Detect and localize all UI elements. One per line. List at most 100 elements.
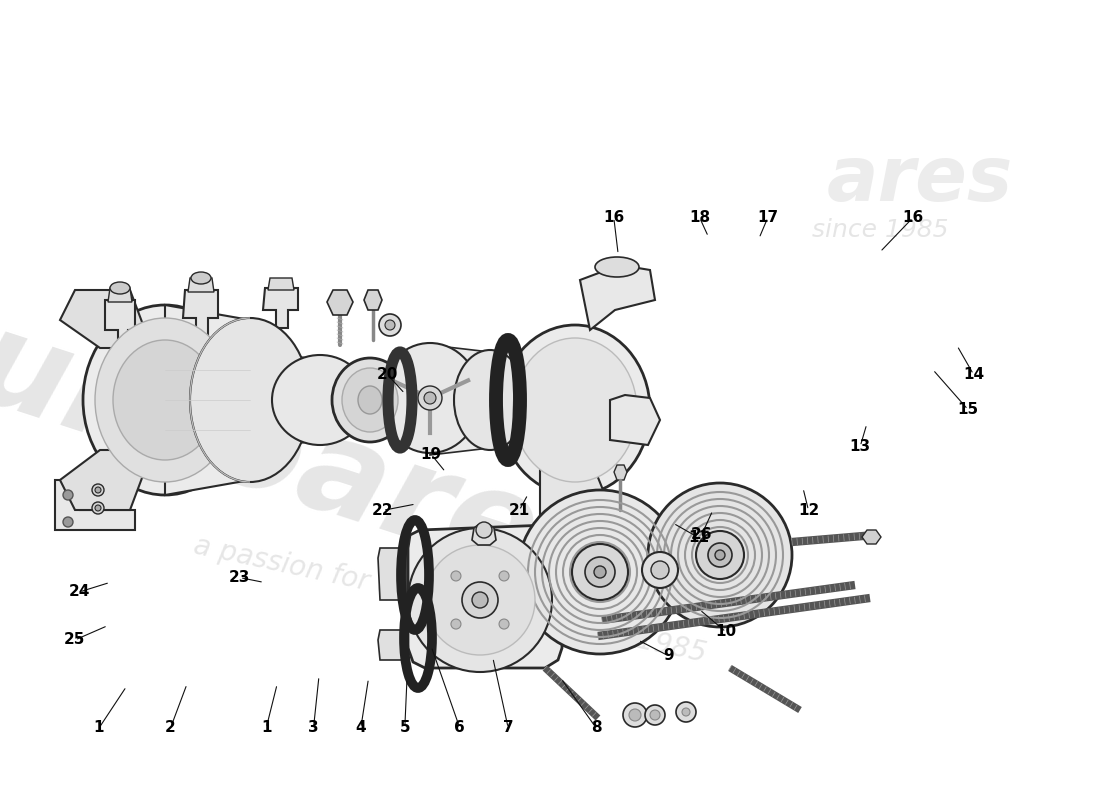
Text: 7: 7: [503, 721, 514, 735]
Polygon shape: [268, 278, 294, 290]
Circle shape: [451, 619, 461, 629]
Ellipse shape: [332, 358, 408, 442]
Ellipse shape: [500, 325, 650, 495]
Circle shape: [379, 314, 401, 336]
Ellipse shape: [191, 272, 211, 284]
Text: 5: 5: [399, 721, 410, 735]
Polygon shape: [540, 470, 605, 520]
Ellipse shape: [113, 340, 217, 460]
Circle shape: [715, 550, 725, 560]
Ellipse shape: [272, 355, 368, 445]
Circle shape: [651, 561, 669, 579]
Polygon shape: [378, 630, 406, 660]
Polygon shape: [250, 350, 320, 450]
Circle shape: [95, 487, 101, 493]
Polygon shape: [430, 345, 490, 455]
Circle shape: [408, 528, 552, 672]
Polygon shape: [472, 525, 496, 545]
Text: 24: 24: [68, 585, 90, 599]
Ellipse shape: [95, 318, 235, 482]
Polygon shape: [263, 288, 298, 328]
Circle shape: [650, 710, 660, 720]
Polygon shape: [378, 548, 406, 600]
Polygon shape: [60, 290, 145, 348]
Text: 20: 20: [376, 367, 398, 382]
Text: 17: 17: [757, 210, 779, 225]
Text: 12: 12: [798, 503, 820, 518]
Circle shape: [623, 703, 647, 727]
Polygon shape: [580, 265, 654, 330]
Text: a passion for quality parts since 1985: a passion for quality parts since 1985: [191, 532, 708, 668]
Polygon shape: [188, 278, 214, 292]
Circle shape: [92, 484, 104, 496]
Circle shape: [418, 386, 442, 410]
Text: 11: 11: [688, 530, 710, 545]
Text: 23: 23: [229, 570, 251, 585]
Polygon shape: [614, 465, 627, 480]
Polygon shape: [408, 525, 562, 668]
Text: 3: 3: [308, 721, 319, 735]
Text: 16: 16: [902, 210, 924, 225]
Ellipse shape: [513, 338, 637, 482]
Text: 13: 13: [849, 439, 871, 454]
Circle shape: [424, 392, 436, 404]
Circle shape: [696, 531, 744, 579]
Text: 14: 14: [962, 367, 984, 382]
Circle shape: [499, 619, 509, 629]
Circle shape: [451, 571, 461, 581]
Circle shape: [585, 557, 615, 587]
Circle shape: [385, 320, 395, 330]
Polygon shape: [862, 530, 881, 544]
Text: 18: 18: [689, 210, 711, 225]
Polygon shape: [364, 290, 382, 310]
Text: 6: 6: [454, 721, 465, 735]
Circle shape: [63, 490, 73, 500]
Text: 22: 22: [372, 503, 394, 518]
Circle shape: [92, 502, 104, 514]
Circle shape: [63, 517, 73, 527]
Text: 16: 16: [603, 210, 625, 225]
Circle shape: [642, 552, 678, 588]
Circle shape: [682, 708, 690, 716]
Circle shape: [462, 582, 498, 618]
Polygon shape: [104, 300, 135, 345]
Text: ares: ares: [827, 143, 1013, 217]
Polygon shape: [610, 395, 660, 445]
Circle shape: [95, 505, 101, 511]
Ellipse shape: [379, 343, 480, 453]
Text: 1: 1: [94, 721, 104, 735]
Text: 21: 21: [508, 503, 530, 518]
Circle shape: [676, 702, 696, 722]
Text: 1: 1: [261, 721, 272, 735]
Polygon shape: [183, 290, 218, 335]
Text: 26: 26: [691, 527, 713, 542]
Polygon shape: [327, 290, 353, 315]
Text: euroøares: euroøares: [0, 274, 627, 626]
Ellipse shape: [82, 305, 248, 495]
Text: 19: 19: [420, 447, 442, 462]
Text: 25: 25: [64, 633, 86, 647]
Polygon shape: [55, 480, 135, 530]
Circle shape: [572, 544, 628, 600]
Text: 2: 2: [165, 721, 176, 735]
Circle shape: [648, 483, 792, 627]
Circle shape: [499, 571, 509, 581]
Circle shape: [472, 592, 488, 608]
Circle shape: [594, 566, 606, 578]
Text: 9: 9: [663, 649, 674, 663]
Ellipse shape: [358, 386, 382, 414]
Ellipse shape: [595, 257, 639, 277]
Circle shape: [629, 709, 641, 721]
Text: 8: 8: [591, 721, 602, 735]
Polygon shape: [108, 288, 132, 302]
Text: 4: 4: [355, 721, 366, 735]
Polygon shape: [165, 305, 250, 495]
Ellipse shape: [110, 282, 130, 294]
Circle shape: [425, 545, 535, 655]
Polygon shape: [60, 450, 145, 510]
Circle shape: [476, 522, 492, 538]
Text: 10: 10: [715, 625, 737, 639]
Ellipse shape: [454, 350, 526, 450]
Circle shape: [518, 490, 682, 654]
Circle shape: [645, 705, 665, 725]
